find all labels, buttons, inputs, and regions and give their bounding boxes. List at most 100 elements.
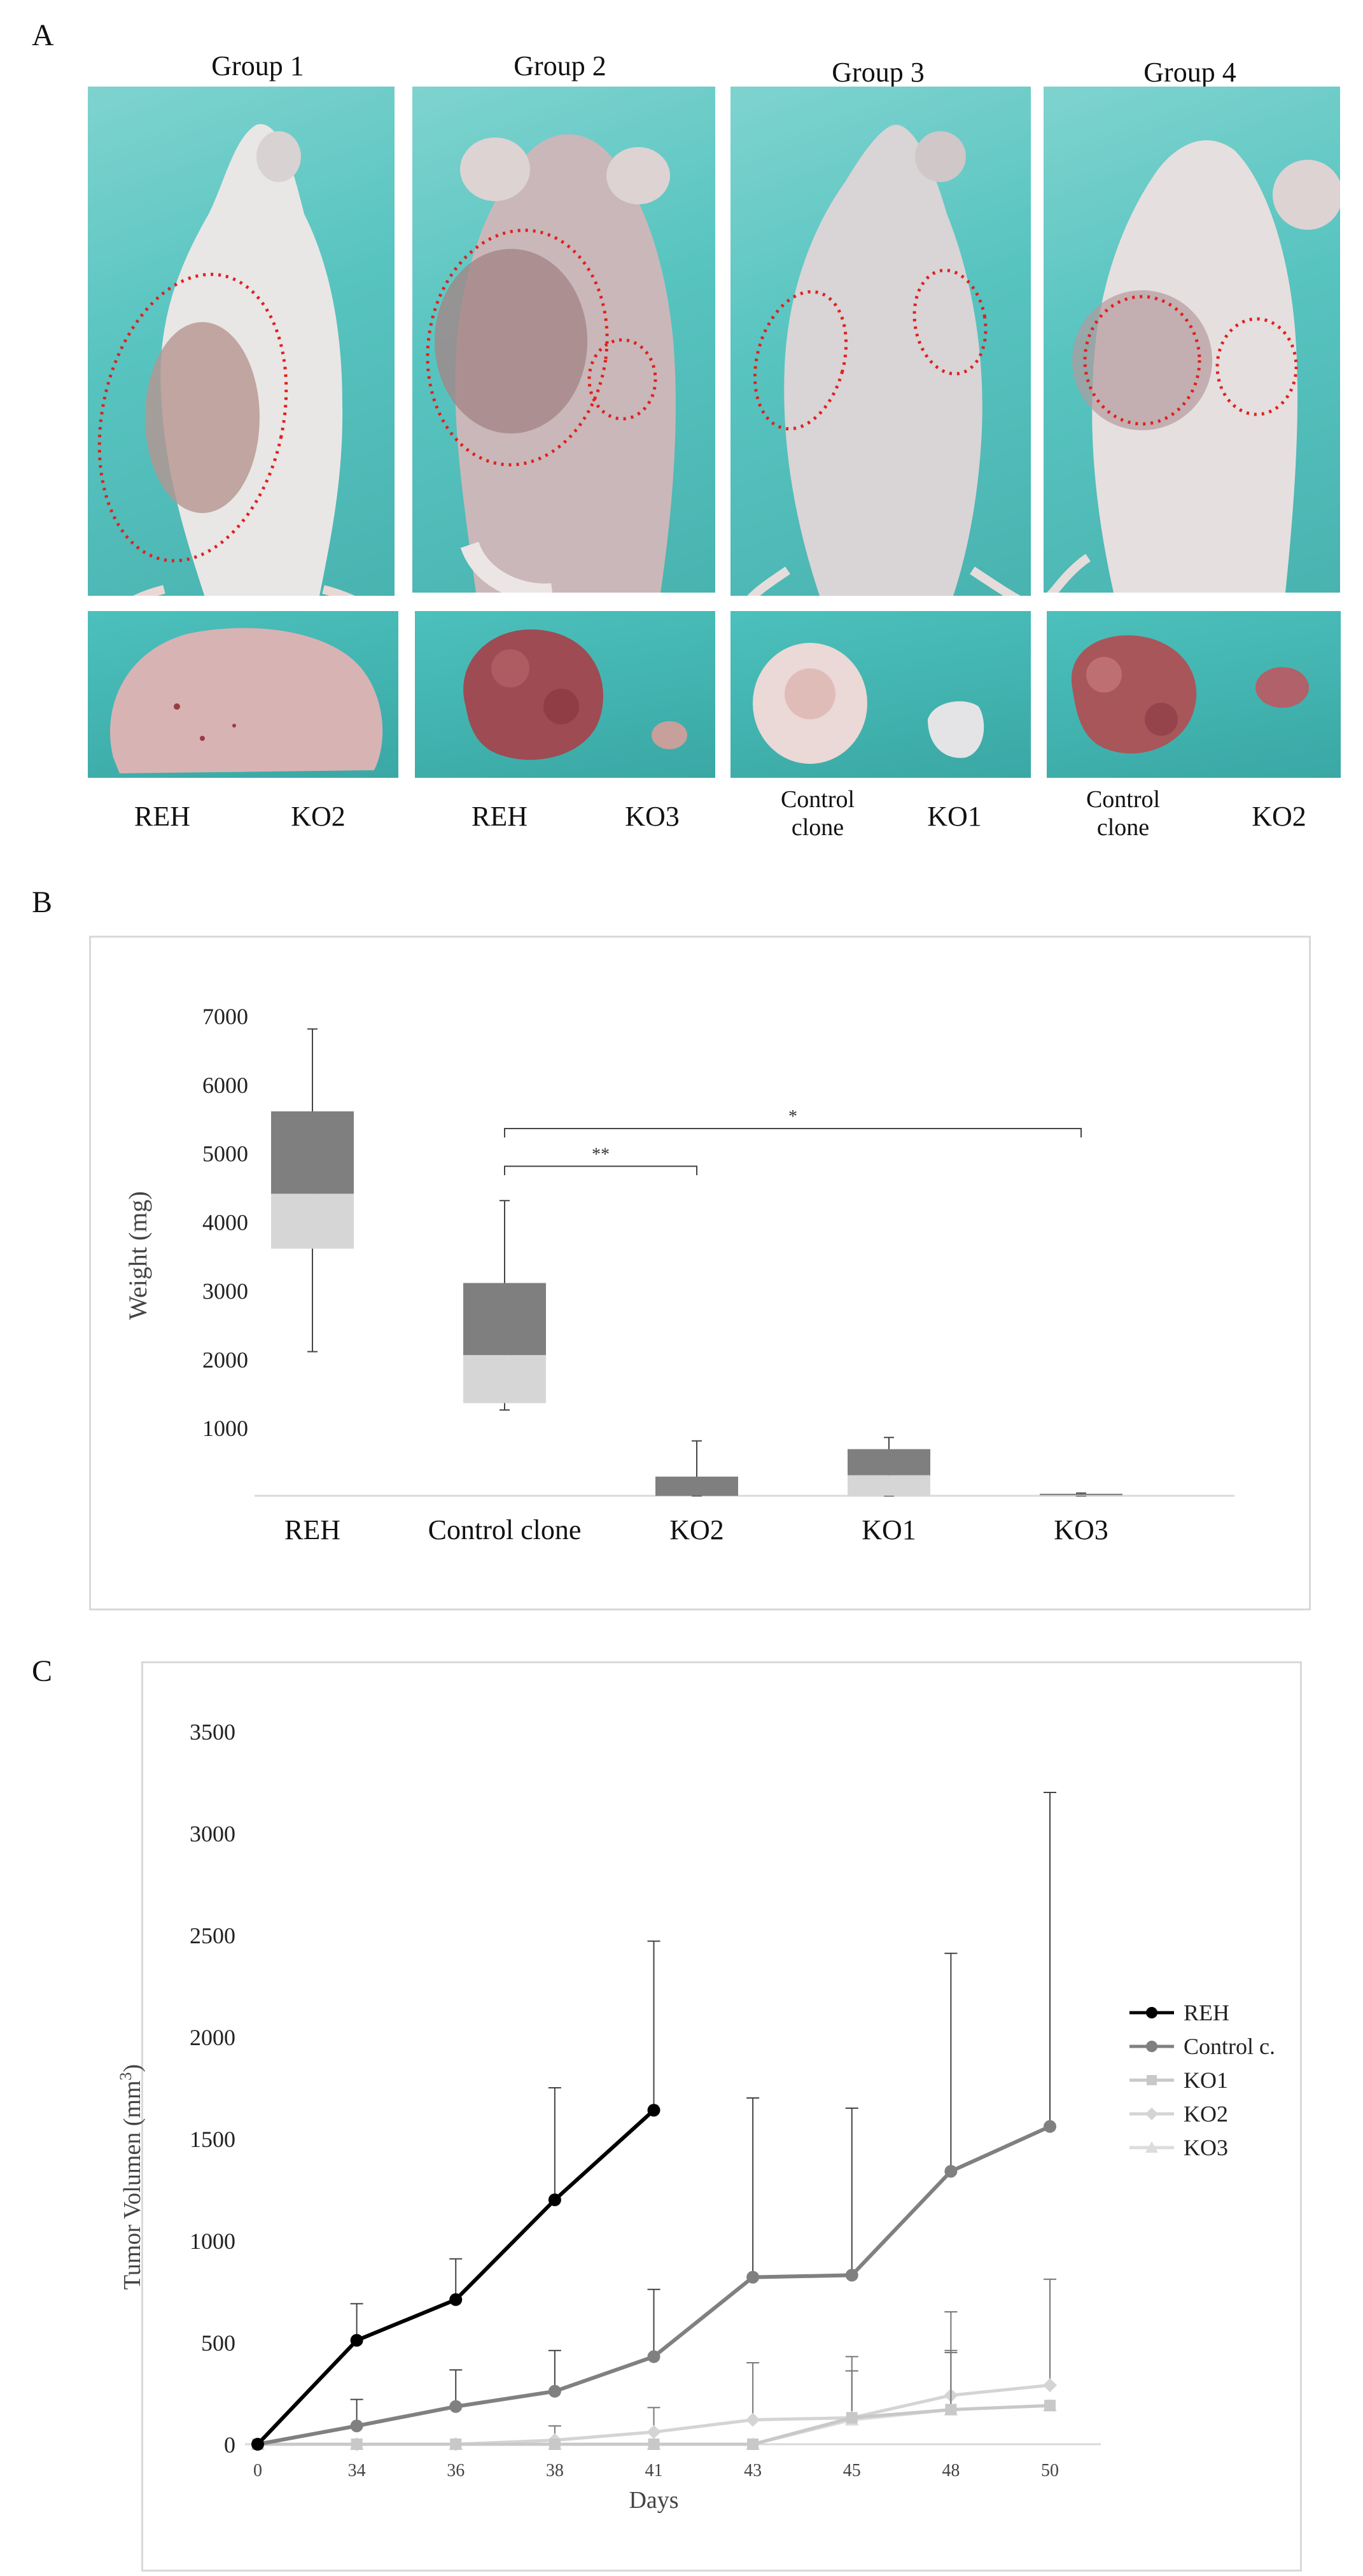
point-Control c.: [845, 2269, 858, 2282]
point-KO1: [549, 2439, 561, 2450]
point-REH: [647, 2104, 661, 2117]
y-tick-label: 1000: [190, 2228, 235, 2254]
group-1-title: Group 1: [211, 50, 304, 81]
x-tick-label: 41: [645, 2461, 663, 2481]
tumor-photo-group-2: [415, 611, 715, 778]
point-REH: [350, 2333, 363, 2347]
point-KO1: [1044, 2400, 1056, 2412]
caption-group-3-right: KO1: [927, 801, 982, 832]
point-KO1: [945, 2404, 957, 2416]
series-line-Control c.: [257, 2125, 1051, 2446]
y-tick-label: 2000: [202, 1347, 248, 1372]
legend-label-KO3: KO3: [1184, 2135, 1228, 2160]
point-Control c.: [449, 2400, 463, 2413]
mouse-photo-group-1: [88, 87, 395, 596]
tumor-photo-group-3: [730, 611, 1031, 778]
y-tick-label: 2000: [190, 2025, 235, 2050]
caption-group-1-left: REH: [134, 801, 190, 832]
box-upper-KO3: [1040, 1493, 1122, 1495]
x-tick-label: KO1: [862, 1514, 916, 1545]
box-lower-KO3: [1040, 1495, 1122, 1496]
x-tick-label: 45: [843, 2461, 861, 2481]
mouse-photo-group-4: [1044, 87, 1340, 593]
legend-marker: [1145, 2108, 1158, 2120]
legend-marker: [1146, 2007, 1157, 2018]
y-tick-label: 3000: [190, 1821, 235, 1847]
point-KO1: [747, 2439, 759, 2450]
point-Control c.: [1044, 2120, 1056, 2133]
point-KO2: [1043, 2378, 1057, 2393]
mouse-photo-group-2: [412, 87, 715, 593]
group-2-title: Group 2: [514, 50, 606, 81]
caption-group-3-left: Control clone: [780, 786, 855, 841]
panel-c-letter: C: [32, 1654, 53, 1688]
caption-group-2-right: KO3: [625, 801, 680, 832]
y-axis-label: Weight (mg): [123, 1191, 152, 1320]
box-upper-KO2: [655, 1476, 738, 1496]
legend-label-KO2: KO2: [1184, 2101, 1228, 2127]
group-3-title: Group 3: [832, 57, 925, 88]
y-tick-label: 3500: [190, 1719, 235, 1745]
y-tick-label: 1000: [202, 1416, 248, 1441]
x-axis-label: Days: [629, 2487, 678, 2514]
x-tick-label: 38: [546, 2461, 564, 2481]
point-Control c.: [350, 2419, 363, 2433]
caption-group-4-right: KO2: [1252, 801, 1306, 832]
tumor-photo-group-1: [88, 611, 398, 778]
panel-a-letter: A: [32, 18, 54, 52]
legend-marker: [1147, 2075, 1157, 2085]
y-tick-label: 0: [224, 2432, 235, 2458]
x-tick-label: KO2: [669, 1514, 724, 1545]
point-REH: [548, 2193, 561, 2206]
group-4-title: Group 4: [1143, 57, 1236, 88]
legend-label-KO1: KO1: [1184, 2067, 1228, 2093]
point-Control c.: [548, 2384, 561, 2398]
legend-marker: [1145, 2141, 1158, 2153]
tumor-photo-group-4: [1047, 611, 1341, 778]
weight-boxplot: 1000 2000 3000 4000 5000 6000 7000 Weight (mg) R…: [123, 1004, 1234, 1545]
point-KO1: [846, 2412, 858, 2424]
significance-label: *: [788, 1107, 797, 1127]
x-tick-label: KO3: [1054, 1514, 1108, 1545]
x-tick-label: REH: [284, 1514, 340, 1545]
caption-group-1-right: KO2: [291, 801, 346, 832]
significance-label: **: [592, 1144, 610, 1164]
tumor-volume-line-chart: 0 500 1000 1500 2000 2500 3000 3500 0 34 36 38 41 43 4…: [116, 1719, 1275, 2514]
y-tick-label: 7000: [202, 1004, 248, 1029]
box-lower-Control clone: [463, 1355, 546, 1404]
y-tick-label: 6000: [202, 1073, 248, 1098]
legend-marker: [1146, 2041, 1157, 2052]
point-Control c.: [647, 2350, 661, 2363]
point-KO1: [648, 2439, 660, 2450]
y-axis-label: Tumor Volumen (mm3): [116, 2064, 146, 2290]
panel-b-letter: B: [32, 885, 53, 919]
point-KO2: [746, 2412, 760, 2427]
caption-group-4-left: Control clone: [1086, 786, 1161, 841]
y-tick-label: 1500: [190, 2127, 235, 2152]
box-upper-KO1: [848, 1449, 930, 1475]
point-KO1: [450, 2439, 462, 2450]
x-tick-label: 0: [253, 2461, 262, 2481]
x-tick-label: 50: [1041, 2461, 1059, 2481]
caption-group-2-left: REH: [472, 801, 528, 832]
significance-bracket: [504, 1127, 1082, 1137]
point-REH: [449, 2293, 463, 2306]
box-upper-REH: [271, 1111, 354, 1194]
box-upper-Control clone: [463, 1283, 546, 1355]
legend-label-Control c.: Control c.: [1184, 2034, 1275, 2059]
x-tick-label: 43: [744, 2461, 762, 2481]
x-tick-label: 34: [348, 2461, 366, 2481]
box-lower-REH: [271, 1193, 354, 1249]
y-tick-label: 4000: [202, 1210, 248, 1235]
point-KO2: [647, 2425, 661, 2439]
legend-label-REH: REH: [1184, 2000, 1229, 2025]
y-tick-label: 5000: [202, 1141, 248, 1167]
x-tick-label: Control clone: [428, 1514, 582, 1545]
mouse-photo-group-3: [730, 87, 1031, 596]
point-KO1: [351, 2439, 363, 2450]
point-REH: [251, 2438, 264, 2451]
point-Control c.: [746, 2270, 760, 2284]
significance-bracket: [504, 1165, 697, 1176]
point-Control c.: [944, 2165, 958, 2178]
x-tick-label: 48: [942, 2461, 960, 2481]
